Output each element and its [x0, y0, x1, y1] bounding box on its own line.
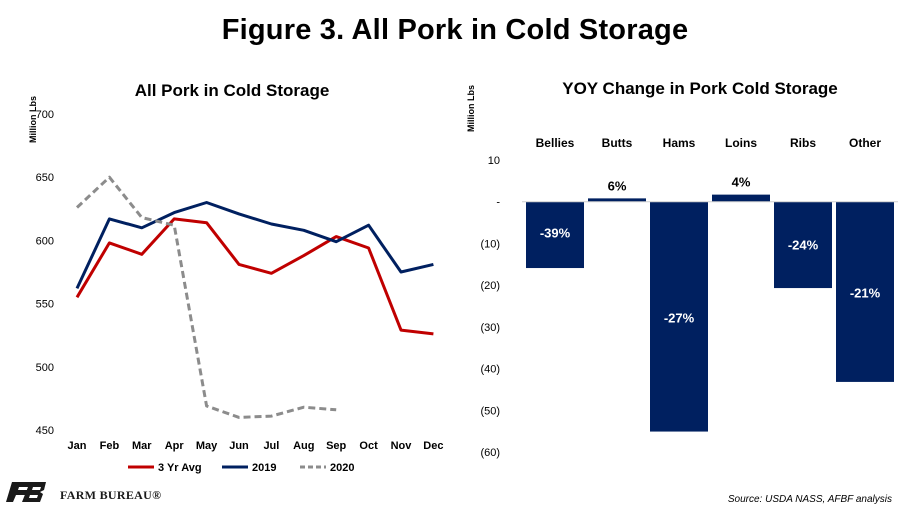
bar-data-label: 6% — [608, 178, 627, 193]
line-xtick-label: Feb — [100, 440, 120, 452]
line-xtick-label: Jul — [263, 440, 279, 452]
bar-ytick-label: (40) — [480, 364, 500, 376]
line-xtick-label: Sep — [326, 440, 346, 452]
bar-category-label: Hams — [663, 136, 696, 150]
bar-data-label: -24% — [788, 238, 819, 253]
line-xtick-label: Jun — [229, 440, 249, 452]
bar-ytick-label: (50) — [480, 405, 500, 417]
line-series-2019 — [75, 201, 434, 290]
line-series-3-yr-avg — [75, 217, 434, 336]
bar-ribs — [774, 201, 832, 289]
bar-hams — [650, 201, 708, 432]
bar-ytick-label: (60) — [480, 447, 500, 459]
line-xtick-label: Mar — [132, 440, 152, 452]
bar-category-label: Butts — [602, 136, 633, 150]
line-xtick-label: Aug — [293, 440, 314, 452]
line-xtick-label: Nov — [391, 440, 413, 452]
line-xtick-label: Apr — [165, 440, 185, 452]
line-ytick-label: 550 — [36, 299, 54, 311]
bar-loins — [712, 194, 770, 202]
bar-data-label: -21% — [850, 286, 881, 301]
line-xtick-label: Dec — [423, 440, 443, 452]
bar-category-label: Ribs — [790, 136, 816, 150]
bar-bellies — [526, 201, 584, 269]
bar-ytick-label: (10) — [480, 238, 500, 250]
bar-other — [836, 201, 894, 382]
line-xtick-label: Jan — [68, 440, 87, 452]
source-note: Source: USDA NASS, AFBF analysis — [727, 494, 892, 505]
line-ytick-label: 700 — [36, 109, 54, 121]
line-chart-title: All Pork in Cold Storage — [135, 81, 330, 100]
farm-bureau-logo-icon — [6, 482, 46, 502]
legend-label: 2020 — [330, 462, 354, 474]
bar-butts — [588, 198, 646, 202]
line-ytick-label: 500 — [36, 362, 54, 374]
legend-label: 2019 — [252, 462, 276, 474]
bar-ytick-label: (30) — [480, 322, 500, 334]
bar-category-label: Bellies — [536, 136, 575, 150]
bar-data-label: -27% — [664, 311, 695, 326]
bar-chart-ylabel: Million Lbs — [466, 85, 476, 132]
bar-ytick-label: 10 — [488, 155, 500, 167]
line-chart-ylabel: Million Lbs — [28, 96, 38, 143]
bar-data-label: -39% — [540, 226, 571, 241]
bar-category-label: Other — [849, 136, 881, 150]
brand-name: FARM BUREAU® — [60, 488, 162, 502]
figure-title: Figure 3. All Pork in Cold Storage — [221, 14, 689, 46]
bar-ytick-label: - — [496, 197, 500, 209]
line-ytick-label: 450 — [36, 425, 54, 437]
bar-ytick-label: (20) — [480, 280, 500, 292]
line-xtick-label: May — [196, 440, 218, 452]
bar-chart-title: YOY Change in Pork Cold Storage — [562, 79, 838, 98]
bar-category-label: Loins — [725, 136, 757, 150]
line-xtick-label: Oct — [359, 440, 378, 452]
legend-label: 3 Yr Avg — [158, 462, 202, 474]
line-series-2020 — [75, 175, 337, 419]
line-ytick-label: 650 — [36, 172, 54, 184]
line-ytick-label: 600 — [36, 235, 54, 247]
bar-data-label: 4% — [732, 175, 751, 190]
